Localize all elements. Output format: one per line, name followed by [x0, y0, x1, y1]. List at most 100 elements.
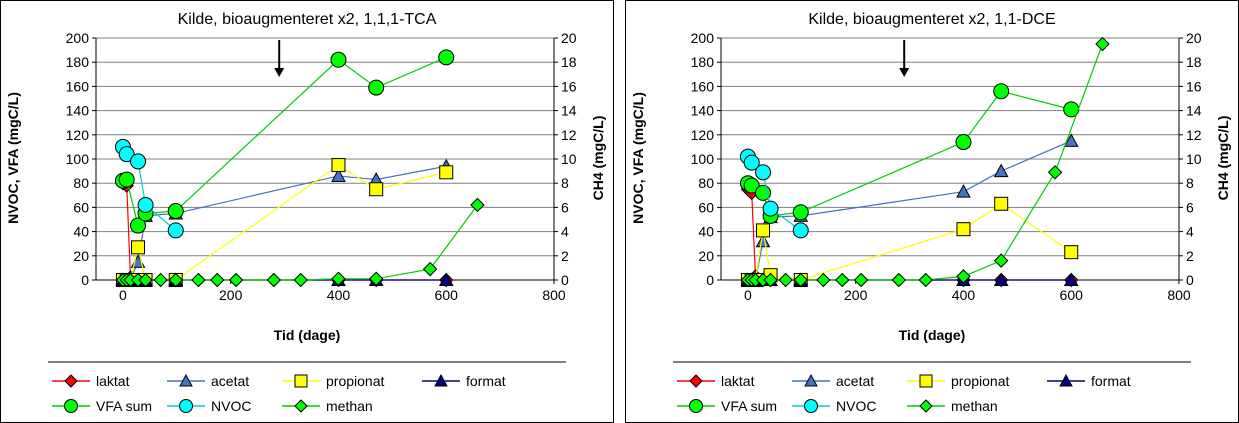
series-propionat-point: [1064, 245, 1079, 260]
y2-tick-label: 8: [1186, 175, 1194, 191]
x-tick-label: 0: [119, 287, 127, 303]
legend-nvoc-label: NVOC: [211, 398, 251, 414]
series-methan-point: [1095, 36, 1110, 52]
series-methan-point: [918, 272, 933, 288]
series-methan-point: [993, 253, 1009, 268]
chart-frame: [625, 0, 1239, 423]
y-tick-label: 100: [66, 151, 90, 167]
legend-methan-marker: [919, 399, 933, 413]
legend-vfa-sum-label: VFA sum: [96, 398, 152, 414]
y-axis-title: NVOC, VFA (mgC/L): [630, 92, 646, 224]
y2-tick-label: 0: [561, 272, 569, 288]
y2-tick-label: 4: [561, 224, 569, 240]
series-methan-point: [956, 269, 971, 284]
y2-tick-label: 14: [1186, 103, 1202, 119]
series-propionat-point: [956, 222, 971, 237]
x-tick-label: 600: [435, 287, 459, 303]
y-tick-label: 60: [698, 199, 714, 215]
legend-vfa-sum-marker: [64, 399, 78, 413]
chart-panel-dce: Kilde, bioaugmenteret x2, 1,1-DCE Tid (d…: [625, 0, 1239, 423]
series-methan-point: [368, 271, 384, 286]
y-tick-label: 0: [706, 272, 714, 288]
chart-frame: [0, 0, 614, 423]
series-vfa-sum-point: [130, 217, 147, 234]
legend-laktat-label: laktat: [96, 373, 130, 389]
y2-tick-label: 18: [561, 54, 577, 70]
series-methan-point: [228, 272, 244, 288]
series-methan-point: [853, 272, 869, 288]
series-vfa-sum-point: [792, 204, 809, 221]
series-propionat-point: [994, 196, 1009, 211]
series-propionat-point: [756, 223, 771, 238]
series-acetat-point: [331, 168, 346, 182]
y2-tick-label: 16: [561, 78, 577, 94]
y-tick-label: 20: [73, 248, 89, 264]
legend-propionat-marker: [919, 374, 933, 388]
series-methan-point: [153, 272, 168, 288]
legend-laktat-marker: [64, 374, 78, 388]
series-propionat-point: [439, 165, 454, 180]
y2-tick-label: 20: [561, 30, 577, 46]
series-vfa-sum-point: [993, 83, 1010, 100]
x-tick-label: 600: [1060, 287, 1084, 303]
y-axis-title: NVOC, VFA (mgC/L): [5, 92, 21, 224]
series-vfa-sum-point: [743, 177, 760, 194]
y-tick-label: 20: [698, 248, 714, 264]
series-nvoc-point: [167, 222, 184, 239]
plot-area: 0204060801001201401601802000246810121416…: [691, 30, 1202, 303]
plot-area: 0204060801001201401601802000246810121416…: [66, 30, 577, 303]
legend-propionat-label: propionat: [951, 373, 1009, 389]
y-tick-label: 180: [691, 54, 715, 70]
series-methan-point: [763, 272, 778, 288]
legend-format-marker: [1059, 373, 1073, 387]
y2-tick-label: 10: [561, 151, 577, 167]
y2-tick-label: 0: [1186, 272, 1194, 288]
annotation-arrow-head: [274, 68, 285, 77]
series-nvoc-point: [118, 146, 135, 163]
series-vfa-sum-point: [368, 79, 385, 96]
legend-acetat-marker: [804, 373, 818, 387]
y-tick-label: 40: [73, 224, 89, 240]
series-methan-point: [835, 272, 850, 288]
series-nvoc-point: [755, 164, 772, 181]
legend-acetat-marker: [179, 373, 193, 387]
chart-title: Kilde, bioaugmenteret x2, 1,1-DCE: [808, 11, 1055, 28]
legend-methan-label: methan: [951, 398, 998, 414]
y2-tick-label: 6: [1186, 199, 1194, 215]
series-methan-point: [793, 272, 808, 288]
legend: laktat acetat propionat format VFA sum NVOC me…: [673, 361, 1191, 414]
y-tick-label: 140: [691, 103, 715, 119]
legend-vfa-sum-label: VFA sum: [721, 398, 777, 414]
legend-laktat-marker: [689, 374, 703, 388]
y-tick-label: 160: [66, 78, 90, 94]
y-tick-label: 120: [691, 127, 715, 143]
x-tick-label: 400: [327, 287, 351, 303]
y-tick-label: 200: [691, 30, 715, 46]
series-methan-point: [470, 197, 485, 213]
series-methan-point: [210, 272, 225, 288]
series-nvoc-point: [130, 153, 147, 170]
y2-tick-label: 12: [1186, 127, 1202, 143]
legend-format-label: format: [1091, 373, 1131, 389]
series-propionat-point: [369, 182, 384, 197]
series-acetat-point: [956, 184, 971, 198]
series-methan-point: [191, 272, 206, 288]
y2-tick-label: 8: [561, 175, 569, 191]
y2-tick-label: 6: [561, 199, 569, 215]
series-format-point: [438, 272, 454, 286]
annotation-arrow-head: [899, 68, 910, 77]
y-tick-label: 200: [66, 30, 90, 46]
y-tick-label: 100: [691, 151, 715, 167]
series-vfa-sum-point: [167, 203, 184, 220]
x-tick-label: 400: [952, 287, 976, 303]
legend-vfa-sum-marker: [689, 399, 703, 413]
y2-tick-label: 16: [1186, 78, 1202, 94]
series-methan-point: [778, 272, 793, 288]
legend-propionat-label: propionat: [326, 373, 384, 389]
x-tick-label: 200: [219, 287, 243, 303]
y-tick-label: 180: [66, 54, 90, 70]
series-acetat-point: [755, 233, 771, 248]
series-nvoc-point: [762, 200, 779, 217]
legend-methan-marker: [294, 399, 308, 413]
y2-tick-label: 12: [561, 127, 577, 143]
